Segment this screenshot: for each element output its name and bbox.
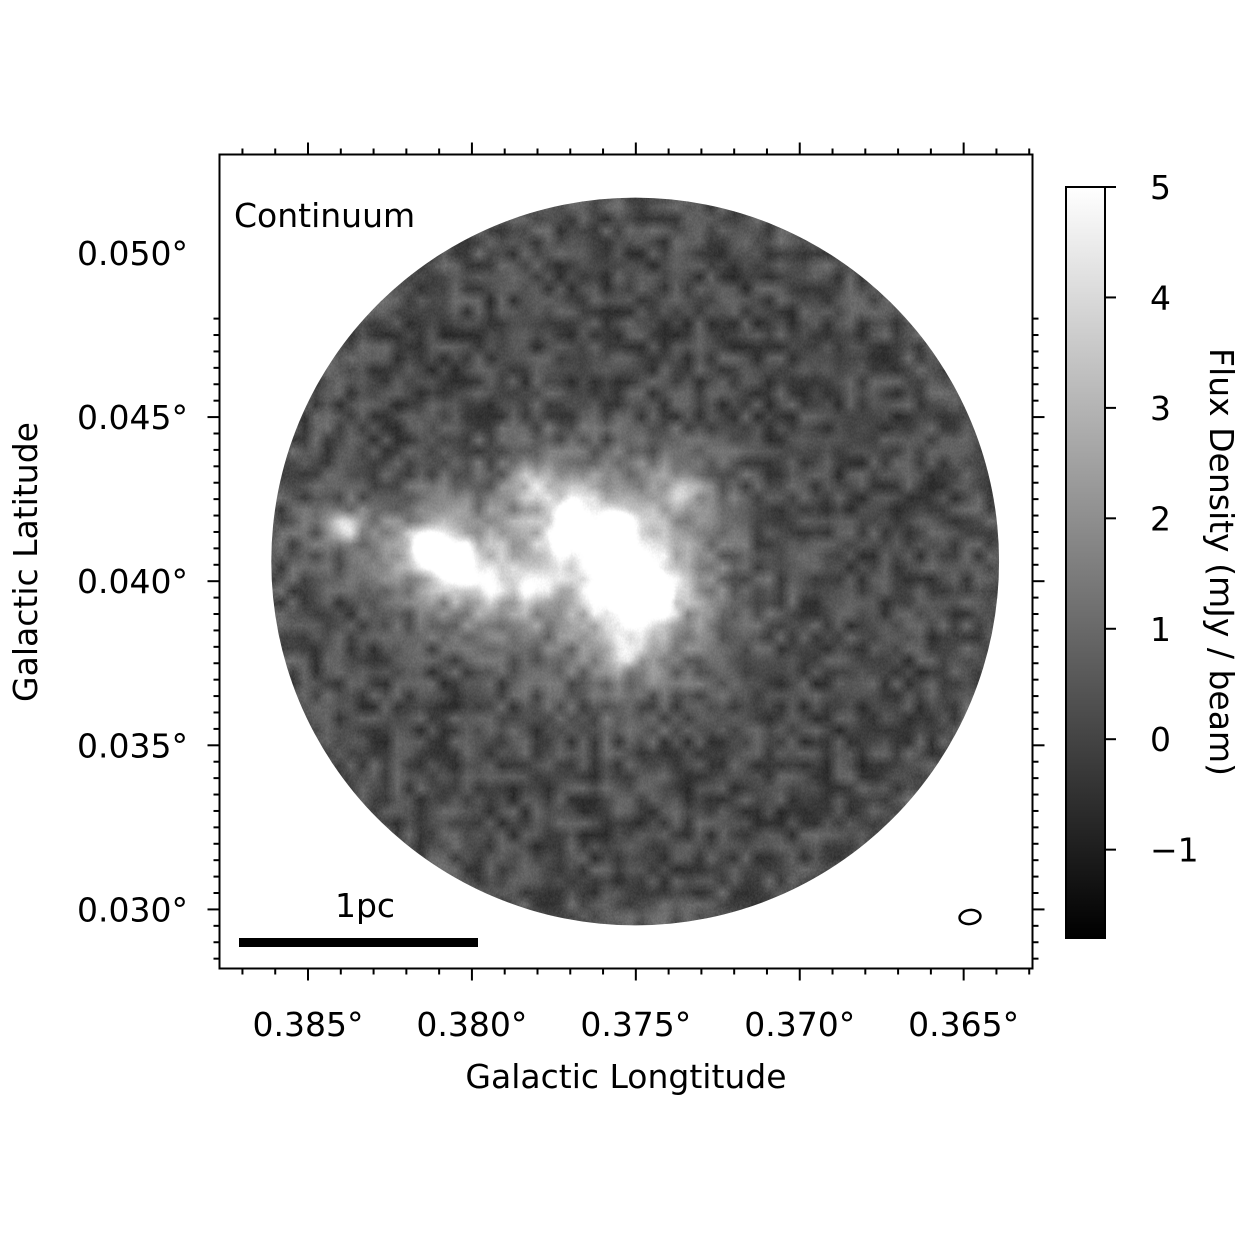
- colorbar-ticks: [1105, 186, 1116, 851]
- colorbar: 5 4 3 2 1 0 −1 Flux Density (mJy / beam): [1065, 168, 1241, 939]
- plot-frame: [218, 153, 1034, 970]
- x-tick-label: 0.370°: [744, 1005, 855, 1044]
- panel-label: Continuum: [234, 196, 415, 235]
- axis-ticks: [207, 142, 1045, 981]
- x-axis-label: Galactic Longtitude: [465, 1057, 786, 1096]
- colorbar-tick-label: −1: [1150, 831, 1199, 870]
- scale-bar: 1pc: [239, 886, 478, 947]
- colorbar-tick-labels: 5 4 3 2 1 0 −1: [1150, 168, 1199, 870]
- x-tick-labels: 0.385° 0.380° 0.375° 0.370° 0.365°: [253, 1005, 1020, 1044]
- y-tick-labels: 0.050° 0.045° 0.040° 0.035° 0.030°: [77, 234, 188, 929]
- y-tick-label: 0.050°: [77, 234, 188, 273]
- scale-bar-line: [239, 938, 478, 947]
- colorbar-tick-label: 1: [1150, 610, 1171, 649]
- x-tick-label: 0.375°: [580, 1005, 691, 1044]
- y-tick-label: 0.030°: [77, 890, 188, 929]
- beam-ellipse: [958, 908, 982, 926]
- colorbar-label: Flux Density (mJy / beam): [1202, 348, 1241, 776]
- y-tick-label: 0.035°: [77, 726, 188, 765]
- colorbar-gradient: [1065, 186, 1106, 939]
- continuum-map: [271, 197, 1000, 926]
- colorbar-tick-label: 5: [1150, 168, 1171, 207]
- colorbar-tick-label: 3: [1150, 389, 1171, 428]
- continuum-map-raster: [271, 197, 1000, 926]
- colorbar-tick-label: 2: [1150, 499, 1171, 538]
- scale-bar-label: 1pc: [335, 886, 395, 925]
- x-tick-label: 0.385°: [253, 1005, 364, 1044]
- x-tick-label: 0.380°: [416, 1005, 527, 1044]
- colorbar-tick-label: 4: [1150, 278, 1171, 317]
- y-axis-label: Galactic Latitude: [6, 422, 45, 702]
- y-tick-label: 0.045°: [77, 398, 188, 437]
- x-tick-label: 0.365°: [908, 1005, 1019, 1044]
- y-tick-label: 0.040°: [77, 562, 188, 601]
- image-panel: 0.385° 0.380° 0.375° 0.370° 0.365° 0.050°0.0…: [77, 142, 1045, 1044]
- colorbar-tick-label: 0: [1150, 720, 1171, 759]
